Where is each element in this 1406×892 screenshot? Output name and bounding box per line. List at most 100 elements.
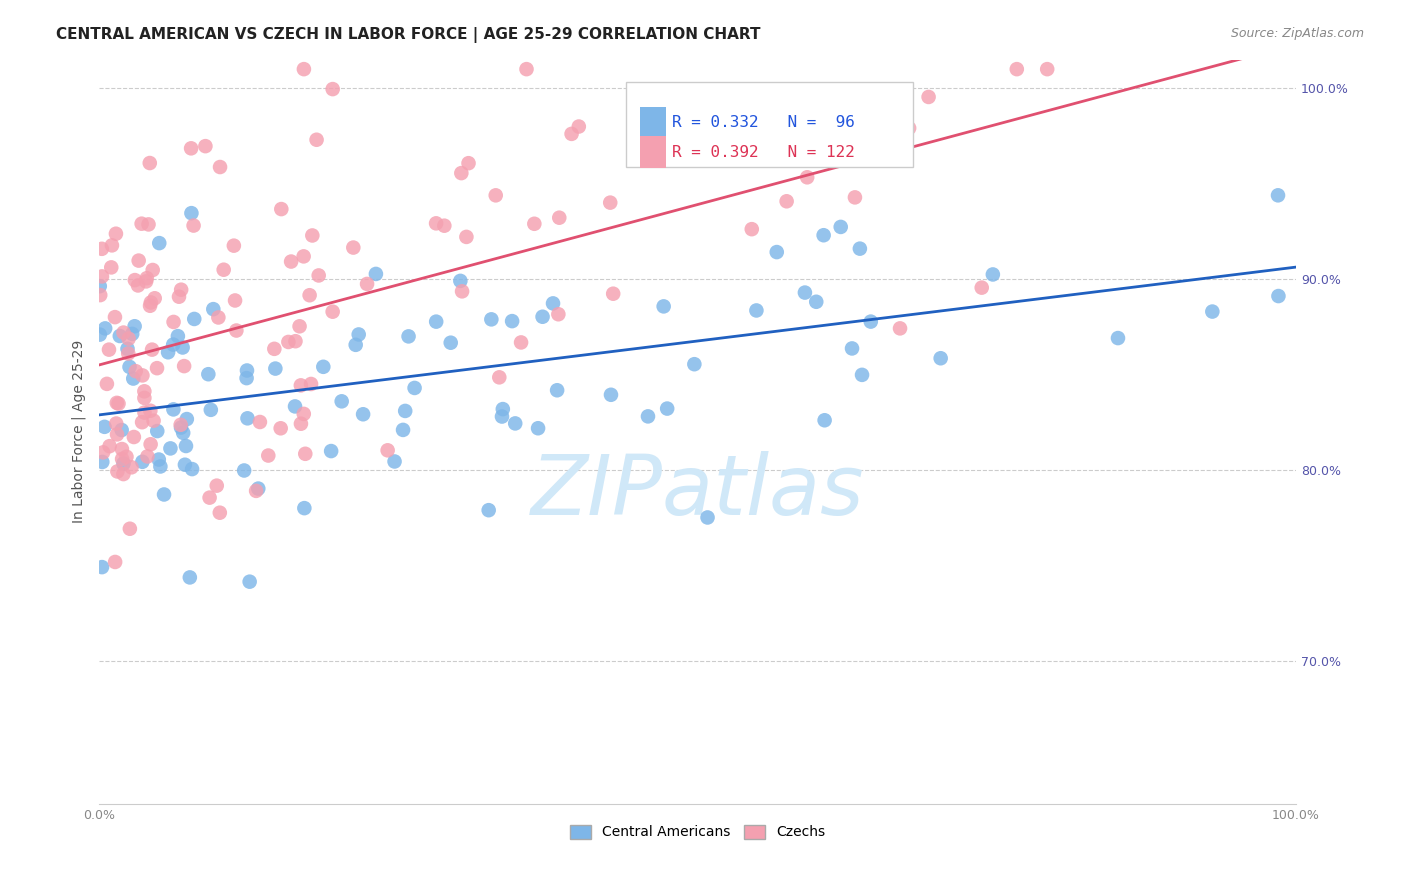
Point [929, 351, 952, 366]
Point [599, 195, 621, 210]
Point [139, 295, 162, 310]
Point [112, 326, 135, 340]
Point [1005, 62, 1028, 77]
Point [488, 370, 510, 384]
Point [531, 310, 554, 324]
Point [352, 407, 374, 421]
Point [205, 478, 228, 492]
Point [138, 218, 160, 232]
Point [440, 335, 463, 350]
Point [898, 121, 921, 136]
Point [813, 228, 835, 243]
Point [172, 341, 194, 355]
Point [139, 437, 162, 451]
Point [741, 222, 763, 236]
Y-axis label: In Labor Force | Age 25-29: In Labor Force | Age 25-29 [72, 340, 86, 524]
Point [89, 288, 111, 302]
Point [235, 371, 257, 385]
Point [135, 271, 157, 285]
Point [292, 501, 315, 516]
Point [105, 465, 128, 479]
Point [198, 491, 221, 505]
Point [91, 560, 114, 574]
Point [284, 334, 307, 349]
Point [501, 314, 523, 328]
Point [841, 342, 863, 356]
Point [162, 315, 184, 329]
Point [104, 310, 127, 325]
Point [107, 396, 129, 410]
Point [290, 417, 312, 431]
Point [404, 381, 426, 395]
Point [312, 359, 335, 374]
Point [125, 364, 148, 378]
Point [384, 454, 406, 468]
Point [1036, 62, 1059, 77]
Point [183, 312, 205, 326]
Point [491, 409, 513, 424]
Point [657, 401, 679, 416]
Point [131, 368, 153, 383]
Point [111, 423, 134, 437]
Point [398, 329, 420, 343]
Point [122, 371, 145, 385]
Point [830, 219, 852, 234]
Point [364, 267, 387, 281]
Point [121, 326, 143, 341]
Point [479, 312, 502, 326]
Point [236, 363, 259, 377]
Point [239, 574, 262, 589]
Point [162, 337, 184, 351]
Point [602, 286, 624, 301]
Point [115, 450, 138, 464]
Point [174, 439, 197, 453]
Point [823, 101, 845, 115]
Point [917, 90, 939, 104]
Point [652, 299, 675, 313]
Point [128, 253, 150, 268]
Point [148, 452, 170, 467]
Point [167, 290, 190, 304]
Point [849, 242, 872, 256]
Point [135, 274, 157, 288]
Point [683, 357, 706, 371]
Point [851, 368, 873, 382]
Point [342, 241, 364, 255]
Point [96, 376, 118, 391]
Point [330, 394, 353, 409]
Point [696, 510, 718, 524]
Point [844, 190, 866, 204]
Point [450, 166, 472, 180]
Point [91, 445, 114, 459]
Point [136, 450, 159, 464]
Point [347, 327, 370, 342]
Point [157, 345, 180, 359]
Point [176, 412, 198, 426]
Point [121, 460, 143, 475]
Point [225, 324, 247, 338]
Point [344, 338, 367, 352]
Point [298, 288, 321, 302]
Point [111, 442, 134, 456]
Point [981, 268, 1004, 282]
Point [209, 160, 232, 174]
Point [1267, 188, 1289, 202]
Bar [626, 82, 912, 168]
Point [485, 188, 508, 202]
Point [515, 62, 537, 77]
Point [796, 170, 818, 185]
Point [478, 503, 501, 517]
Point [249, 415, 271, 429]
Point [146, 361, 169, 376]
Point [292, 62, 315, 77]
Point [104, 555, 127, 569]
Point [118, 359, 141, 374]
Point [392, 423, 415, 437]
Point [170, 283, 193, 297]
Point [284, 400, 307, 414]
Point [141, 343, 163, 357]
Point [180, 141, 202, 155]
Point [637, 409, 659, 424]
Point [134, 406, 156, 420]
Point [105, 417, 128, 431]
